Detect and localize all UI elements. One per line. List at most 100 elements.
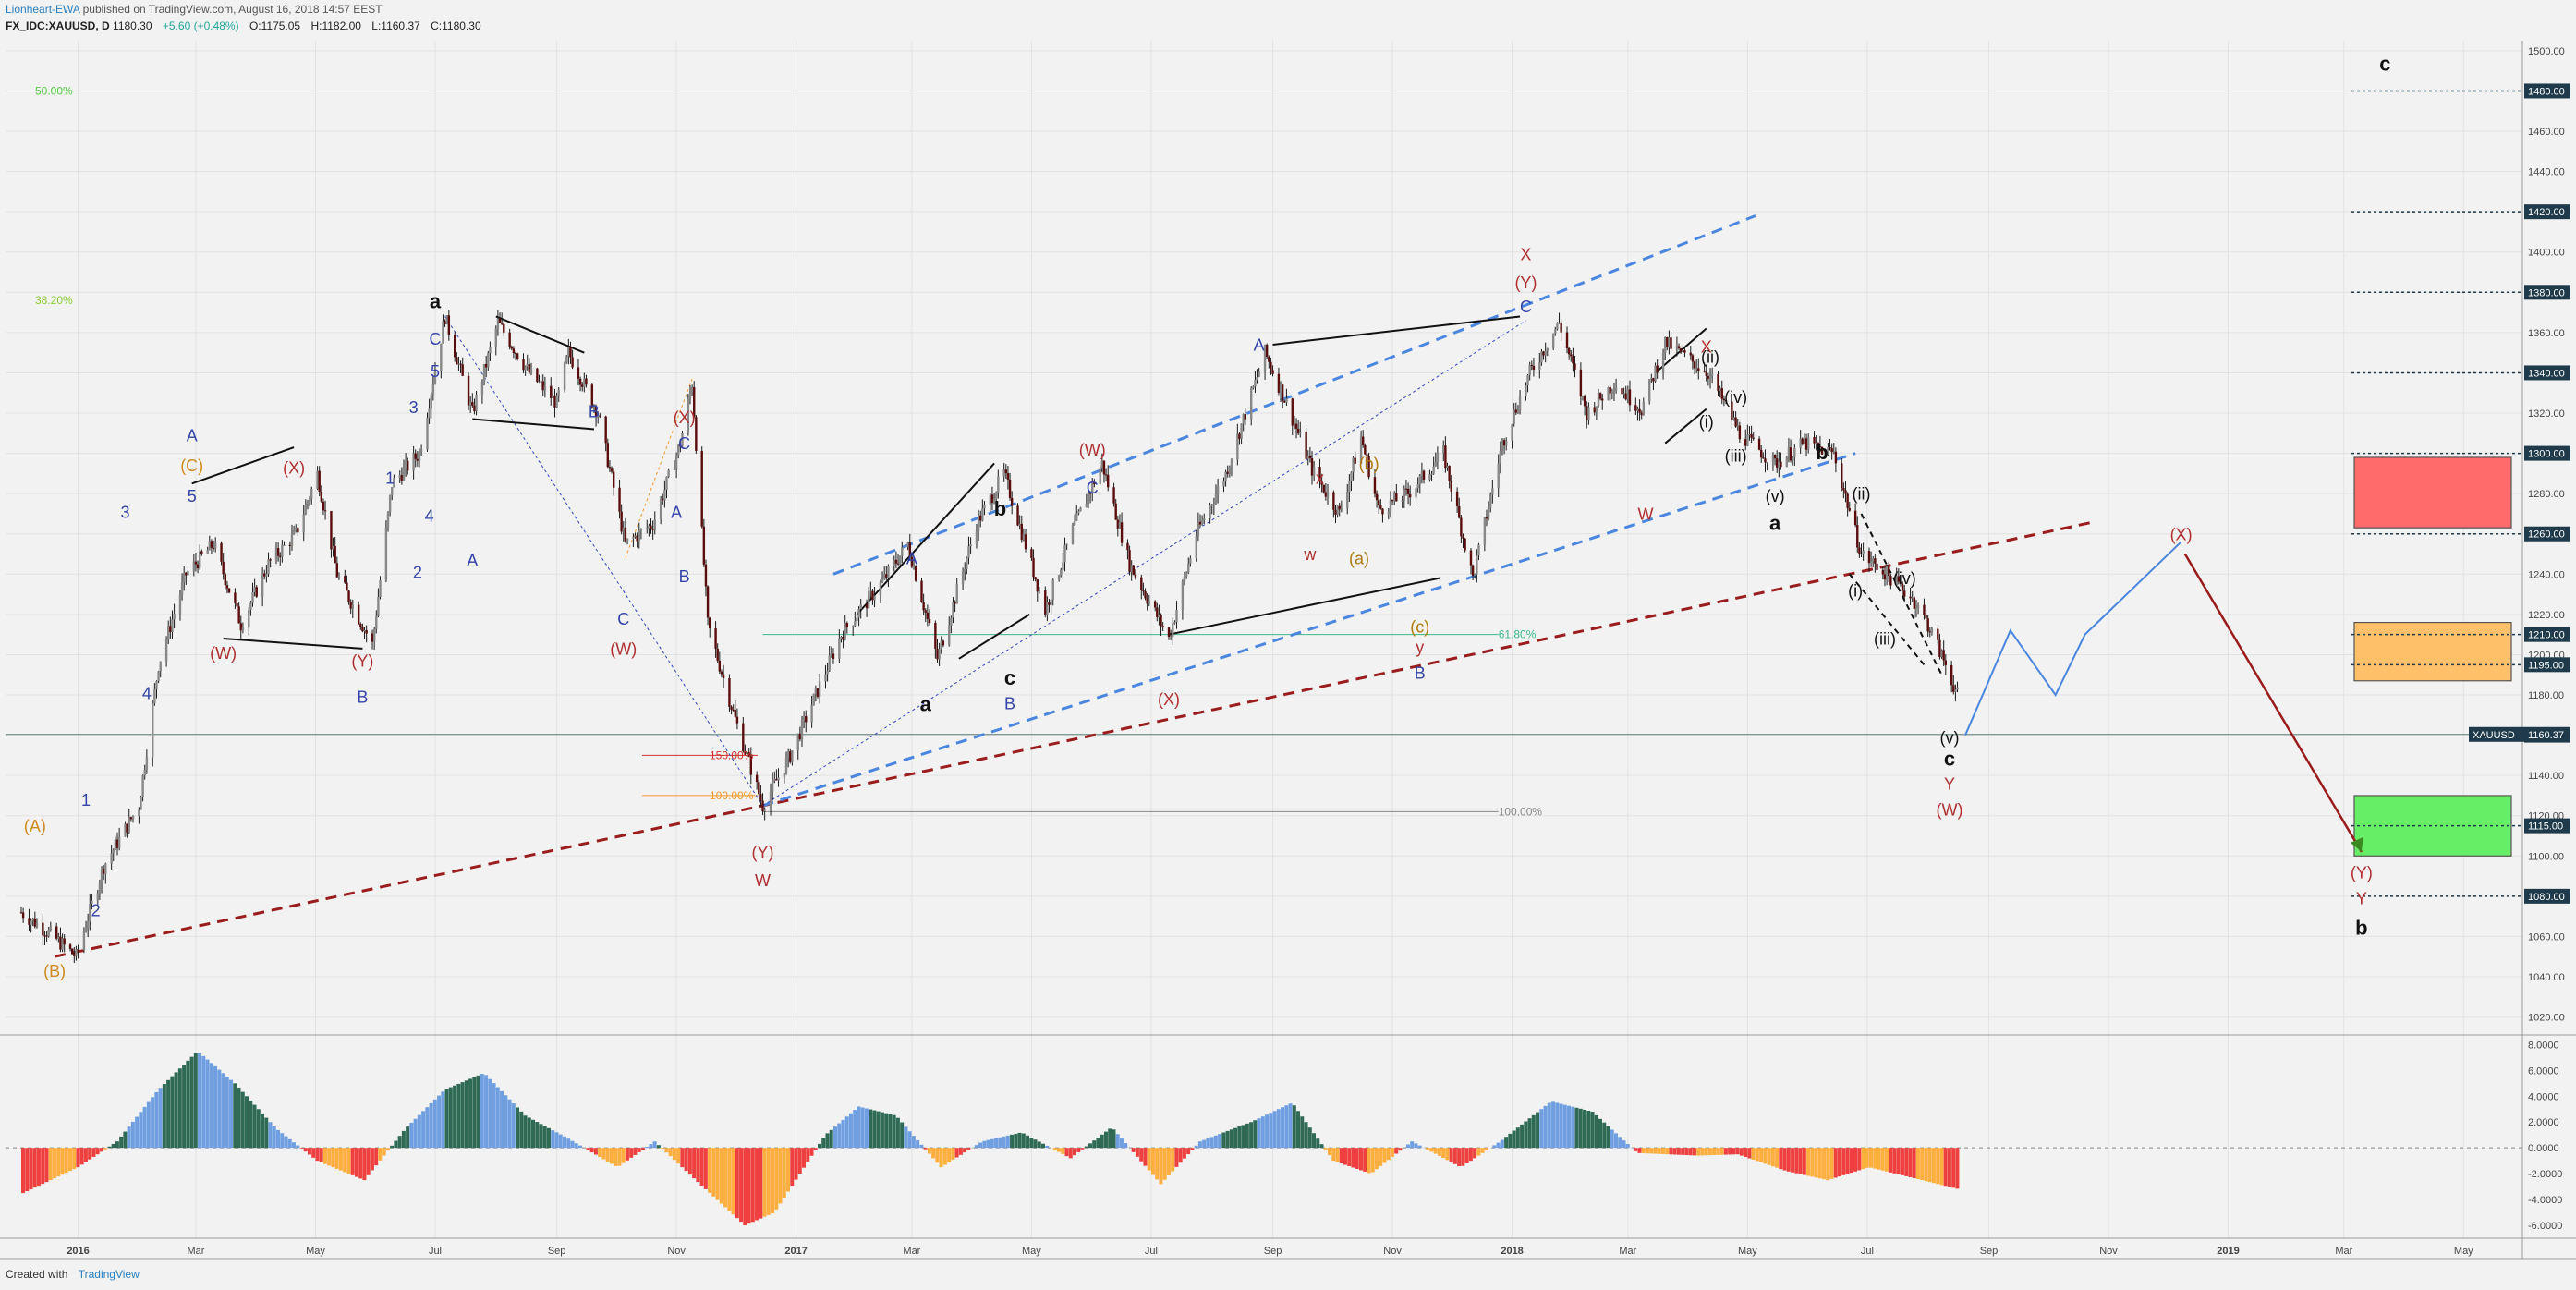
osc-bar — [951, 1148, 955, 1161]
wave-label: C — [678, 434, 690, 453]
osc-bar — [1312, 1133, 1317, 1149]
osc-bar — [1171, 1148, 1175, 1172]
candle-body — [1381, 508, 1384, 515]
wave-label: 5 — [431, 362, 440, 381]
candle-body — [783, 773, 786, 778]
candle-body — [1432, 466, 1435, 474]
candle-body — [1415, 488, 1417, 498]
candle-body — [1008, 479, 1012, 498]
candle-body — [227, 588, 231, 593]
candle-body — [1387, 511, 1391, 515]
candle-body — [178, 594, 182, 615]
candle-body — [1572, 356, 1574, 364]
osc-bar — [1744, 1148, 1748, 1158]
osc-bar — [127, 1126, 131, 1149]
author-link[interactable]: Lionheart-EWA — [6, 3, 80, 16]
osc-bar — [880, 1112, 884, 1149]
wave-trendline — [191, 446, 295, 485]
osc-bar — [60, 1148, 65, 1175]
candle-body — [126, 823, 128, 833]
y-tick-label: 1060.00 — [2528, 931, 2565, 943]
wave-label: W — [755, 871, 771, 890]
osc-bar — [766, 1148, 771, 1215]
osc-bar — [1598, 1118, 1602, 1149]
candle-body — [1350, 472, 1353, 482]
candle-body — [1622, 393, 1625, 395]
buy-zone — [2353, 795, 2512, 857]
candle-body — [934, 622, 937, 649]
osc-bar — [64, 1148, 68, 1174]
osc-bar — [813, 1148, 818, 1150]
candle-body — [73, 954, 76, 956]
candle-body — [1088, 493, 1092, 494]
projection-path — [1964, 541, 2182, 736]
candle-body — [1305, 432, 1307, 459]
osc-bar — [111, 1143, 115, 1149]
candle-body — [1598, 393, 1602, 399]
candle-body — [1956, 687, 1959, 690]
candle-body — [426, 418, 429, 450]
x-tick-label: 2018 — [1501, 1246, 1523, 1257]
wave-label: B — [1004, 694, 1015, 712]
candle-body — [859, 604, 862, 610]
candle-body — [828, 655, 831, 672]
osc-bar — [1237, 1126, 1242, 1149]
wedge-line — [1860, 513, 1943, 675]
candle-body — [830, 653, 833, 656]
osc-bar — [307, 1148, 311, 1155]
candle-body — [1228, 467, 1232, 475]
osc-bar — [272, 1126, 276, 1149]
price-level-tag — [2524, 526, 2570, 542]
candle-body — [1670, 337, 1672, 349]
candle-body — [1628, 389, 1632, 406]
candle-body — [1719, 388, 1721, 392]
candle-body — [578, 378, 582, 385]
candle-body — [173, 614, 176, 620]
candle-body — [1312, 467, 1316, 476]
osc-bar — [1712, 1148, 1717, 1156]
candle-body — [138, 809, 140, 816]
candle-body — [1952, 685, 1955, 692]
candle-body — [529, 368, 533, 373]
candle-body — [1102, 460, 1106, 475]
candle-body — [1392, 493, 1396, 502]
osc-bar — [1468, 1148, 1473, 1162]
candle-body — [557, 390, 560, 396]
osc-bar — [747, 1148, 751, 1224]
osc-bar — [1347, 1148, 1352, 1167]
osc-bar — [1877, 1148, 1881, 1170]
candle-body — [1817, 442, 1819, 446]
osc-bar — [699, 1148, 704, 1186]
candle-body — [728, 678, 731, 707]
osc-bar — [869, 1109, 873, 1149]
osc-bar — [1728, 1148, 1732, 1155]
candle-body — [1044, 590, 1047, 615]
candle-body — [989, 494, 992, 505]
wave-label: 1 — [385, 469, 395, 487]
candle-body — [1120, 522, 1124, 543]
wave-label: 4 — [142, 684, 152, 702]
osc-bar — [1190, 1148, 1195, 1150]
candle-body — [1156, 607, 1159, 617]
wave-label: B — [679, 567, 690, 586]
candle-body — [636, 535, 638, 542]
candle-body — [1624, 393, 1627, 400]
candle-body — [112, 849, 115, 854]
osc-bar — [1755, 1148, 1759, 1162]
candle-body — [171, 619, 174, 632]
osc-bar — [177, 1068, 182, 1149]
osc-bar — [1649, 1148, 1654, 1154]
candle-body — [1497, 463, 1500, 489]
candle-body — [1926, 618, 1929, 632]
osc-bar — [790, 1148, 795, 1187]
candle-body — [1389, 499, 1392, 512]
osc-bar — [574, 1143, 578, 1149]
osc-bar — [284, 1136, 288, 1149]
osc-bar — [821, 1138, 826, 1149]
oscillator — [20, 1053, 1960, 1226]
candle-body — [1140, 577, 1143, 590]
tradingview-link[interactable]: TradingView — [78, 1268, 140, 1281]
candle-body — [1841, 463, 1843, 489]
osc-bar — [1515, 1127, 1520, 1149]
